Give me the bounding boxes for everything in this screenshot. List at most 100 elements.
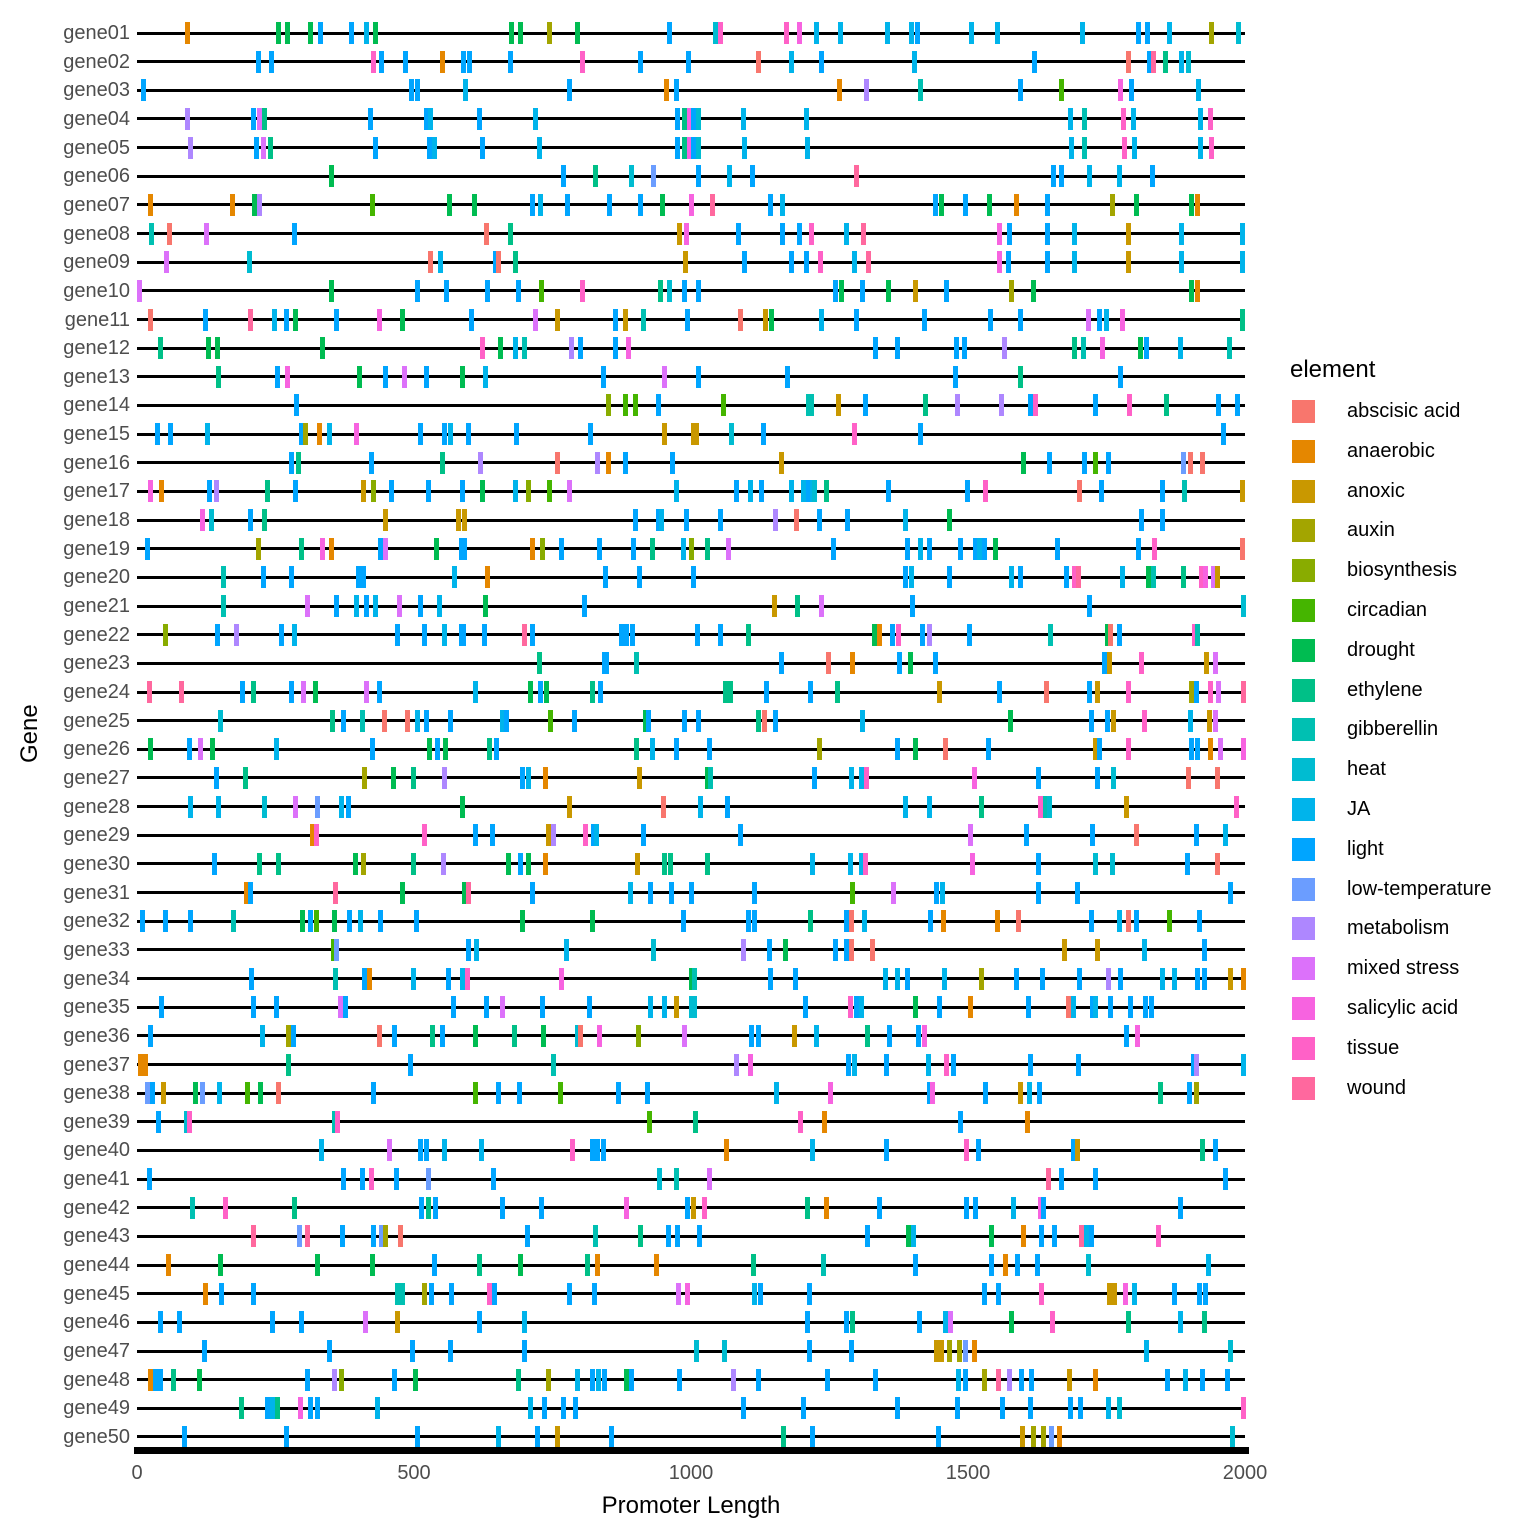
- element-mark: [1052, 1225, 1058, 1248]
- element-mark: [848, 996, 854, 1019]
- element-mark: [581, 595, 587, 618]
- element-mark: [152, 1368, 158, 1391]
- element-mark: [1186, 1082, 1192, 1105]
- element-mark: [1139, 652, 1145, 675]
- element-mark: [859, 996, 865, 1019]
- element-mark: [818, 308, 824, 331]
- element-mark: [147, 738, 153, 761]
- element-mark: [1058, 165, 1064, 188]
- element-mark: [767, 967, 773, 990]
- element-mark: [966, 623, 972, 646]
- element-mark: [1134, 824, 1140, 847]
- element-mark: [876, 1196, 882, 1219]
- element-mark: [623, 308, 629, 331]
- element-mark: [808, 681, 814, 704]
- element-mark: [1184, 852, 1190, 875]
- element-mark: [1213, 709, 1219, 732]
- element-mark: [361, 967, 367, 990]
- element-mark: [540, 537, 546, 560]
- element-mark: [712, 22, 718, 44]
- element-mark: [688, 537, 694, 560]
- element-mark: [1125, 222, 1131, 245]
- element-mark: [803, 996, 809, 1019]
- element-mark: [223, 1196, 229, 1219]
- element-mark: [954, 394, 960, 417]
- element-mark: [1128, 996, 1134, 1019]
- legend-label: circadian: [1347, 599, 1428, 621]
- element-mark: [592, 1282, 598, 1305]
- element-mark: [184, 107, 190, 130]
- element-mark: [938, 193, 944, 216]
- element-mark: [762, 308, 768, 331]
- element-mark: [1159, 509, 1165, 532]
- element-mark: [677, 222, 683, 245]
- element-mark: [410, 766, 416, 789]
- element-mark: [338, 795, 344, 818]
- element-mark: [705, 537, 711, 560]
- element-mark: [1229, 1425, 1235, 1448]
- element-mark: [794, 595, 800, 618]
- x-tick-label: 2000: [1222, 1462, 1268, 1484]
- element-mark: [1179, 251, 1185, 274]
- element-mark: [1185, 766, 1191, 789]
- element-mark: [550, 1053, 556, 1076]
- element-mark: [1036, 881, 1042, 904]
- element-mark: [824, 1196, 830, 1219]
- element-mark: [238, 1397, 244, 1420]
- element-mark: [597, 681, 603, 704]
- element-mark: [217, 1082, 223, 1105]
- element-mark: [358, 910, 364, 933]
- element-mark: [659, 193, 665, 216]
- element-mark: [554, 308, 560, 331]
- element-mark: [1049, 1311, 1055, 1334]
- element-mark: [810, 1139, 816, 1162]
- element-mark: [482, 595, 488, 618]
- promoter-line: [137, 1063, 1245, 1066]
- element-mark: [590, 824, 596, 847]
- element-mark: [685, 50, 691, 73]
- element-mark: [299, 423, 305, 446]
- element-mark: [996, 681, 1002, 704]
- element-mark: [1126, 394, 1132, 417]
- element-mark: [360, 566, 366, 589]
- element-mark: [908, 566, 914, 589]
- element-mark: [707, 738, 713, 761]
- element-mark: [242, 766, 248, 789]
- element-mark: [992, 537, 998, 560]
- element-mark: [612, 337, 618, 360]
- element-mark: [1116, 623, 1122, 646]
- element-mark: [536, 136, 542, 159]
- element-mark: [1051, 165, 1057, 188]
- legend-swatch-lig: [1292, 837, 1315, 861]
- legend-title: element: [1290, 356, 1376, 383]
- element-mark: [395, 1282, 401, 1305]
- element-mark: [884, 1139, 890, 1162]
- promoter-line: [137, 518, 1245, 522]
- element-mark: [1065, 996, 1071, 1019]
- element-mark: [1146, 566, 1152, 589]
- element-mark: [260, 136, 266, 159]
- element-mark: [936, 681, 942, 704]
- element-mark: [566, 1282, 572, 1305]
- element-mark: [1144, 337, 1150, 360]
- element-mark: [299, 910, 305, 933]
- element-mark: [1240, 1053, 1246, 1076]
- element-mark: [1036, 766, 1042, 789]
- element-mark: [299, 1311, 305, 1334]
- element-mark: [957, 537, 963, 560]
- element-mark: [327, 1340, 333, 1363]
- element-mark: [196, 1368, 202, 1391]
- element-mark: [1112, 1282, 1118, 1305]
- element-mark: [1240, 1397, 1246, 1420]
- element-mark: [1233, 795, 1239, 818]
- element-mark: [378, 1225, 384, 1248]
- element-mark: [695, 136, 701, 159]
- element-mark: [1094, 938, 1100, 961]
- element-mark: [219, 1282, 225, 1305]
- element-mark: [140, 910, 146, 933]
- element-mark: [1195, 967, 1201, 990]
- element-mark: [1044, 681, 1050, 704]
- element-mark: [199, 509, 205, 532]
- element-mark: [978, 795, 984, 818]
- element-mark: [426, 1196, 432, 1219]
